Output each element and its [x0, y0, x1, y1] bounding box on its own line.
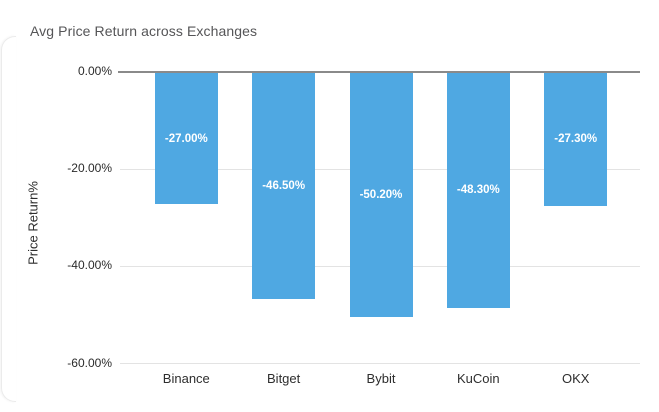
x-tick-label-binance: Binance: [162, 371, 210, 386]
bar-bitget[interactable]: -46.50%: [252, 73, 316, 299]
x-tick-label-okx: OKX: [561, 371, 590, 386]
y-tick-label: -40.00%: [67, 258, 112, 273]
y-tick-label: -60.00%: [67, 355, 112, 370]
bar-value-label: -27.30%: [554, 133, 598, 146]
bar-value-label: -48.30%: [456, 184, 500, 197]
gridline: [120, 363, 640, 364]
y-tick-label: 0.00%: [77, 64, 112, 78]
x-tick-label-bybit: Bybit: [366, 371, 396, 386]
y-axis-title: Price Return%: [25, 181, 41, 265]
chart-title: Avg Price Return across Exchanges: [30, 23, 258, 39]
bar-value-label: -50.20%: [359, 188, 403, 201]
x-tick-label-bitget: Bitget: [267, 371, 301, 386]
bar-value-label: -27.00%: [164, 132, 208, 145]
bar-bybit[interactable]: -50.20%: [349, 73, 413, 317]
zero-axis-line: [118, 71, 640, 73]
bar-value-label: -46.50%: [262, 179, 306, 192]
x-tick-label-kucoin: KuCoin: [457, 371, 500, 386]
card-edge: [1, 36, 16, 402]
bar-kucoin[interactable]: -48.30%: [446, 73, 510, 308]
plot-area: 0.00% -20.00% -40.00% -60.00% -27.00% Binance…: [67, 64, 640, 386]
y-tick-label: -20.00%: [67, 161, 112, 176]
bar-binance[interactable]: -27.00%: [154, 73, 218, 205]
bar-okx[interactable]: -27.30%: [544, 73, 608, 206]
